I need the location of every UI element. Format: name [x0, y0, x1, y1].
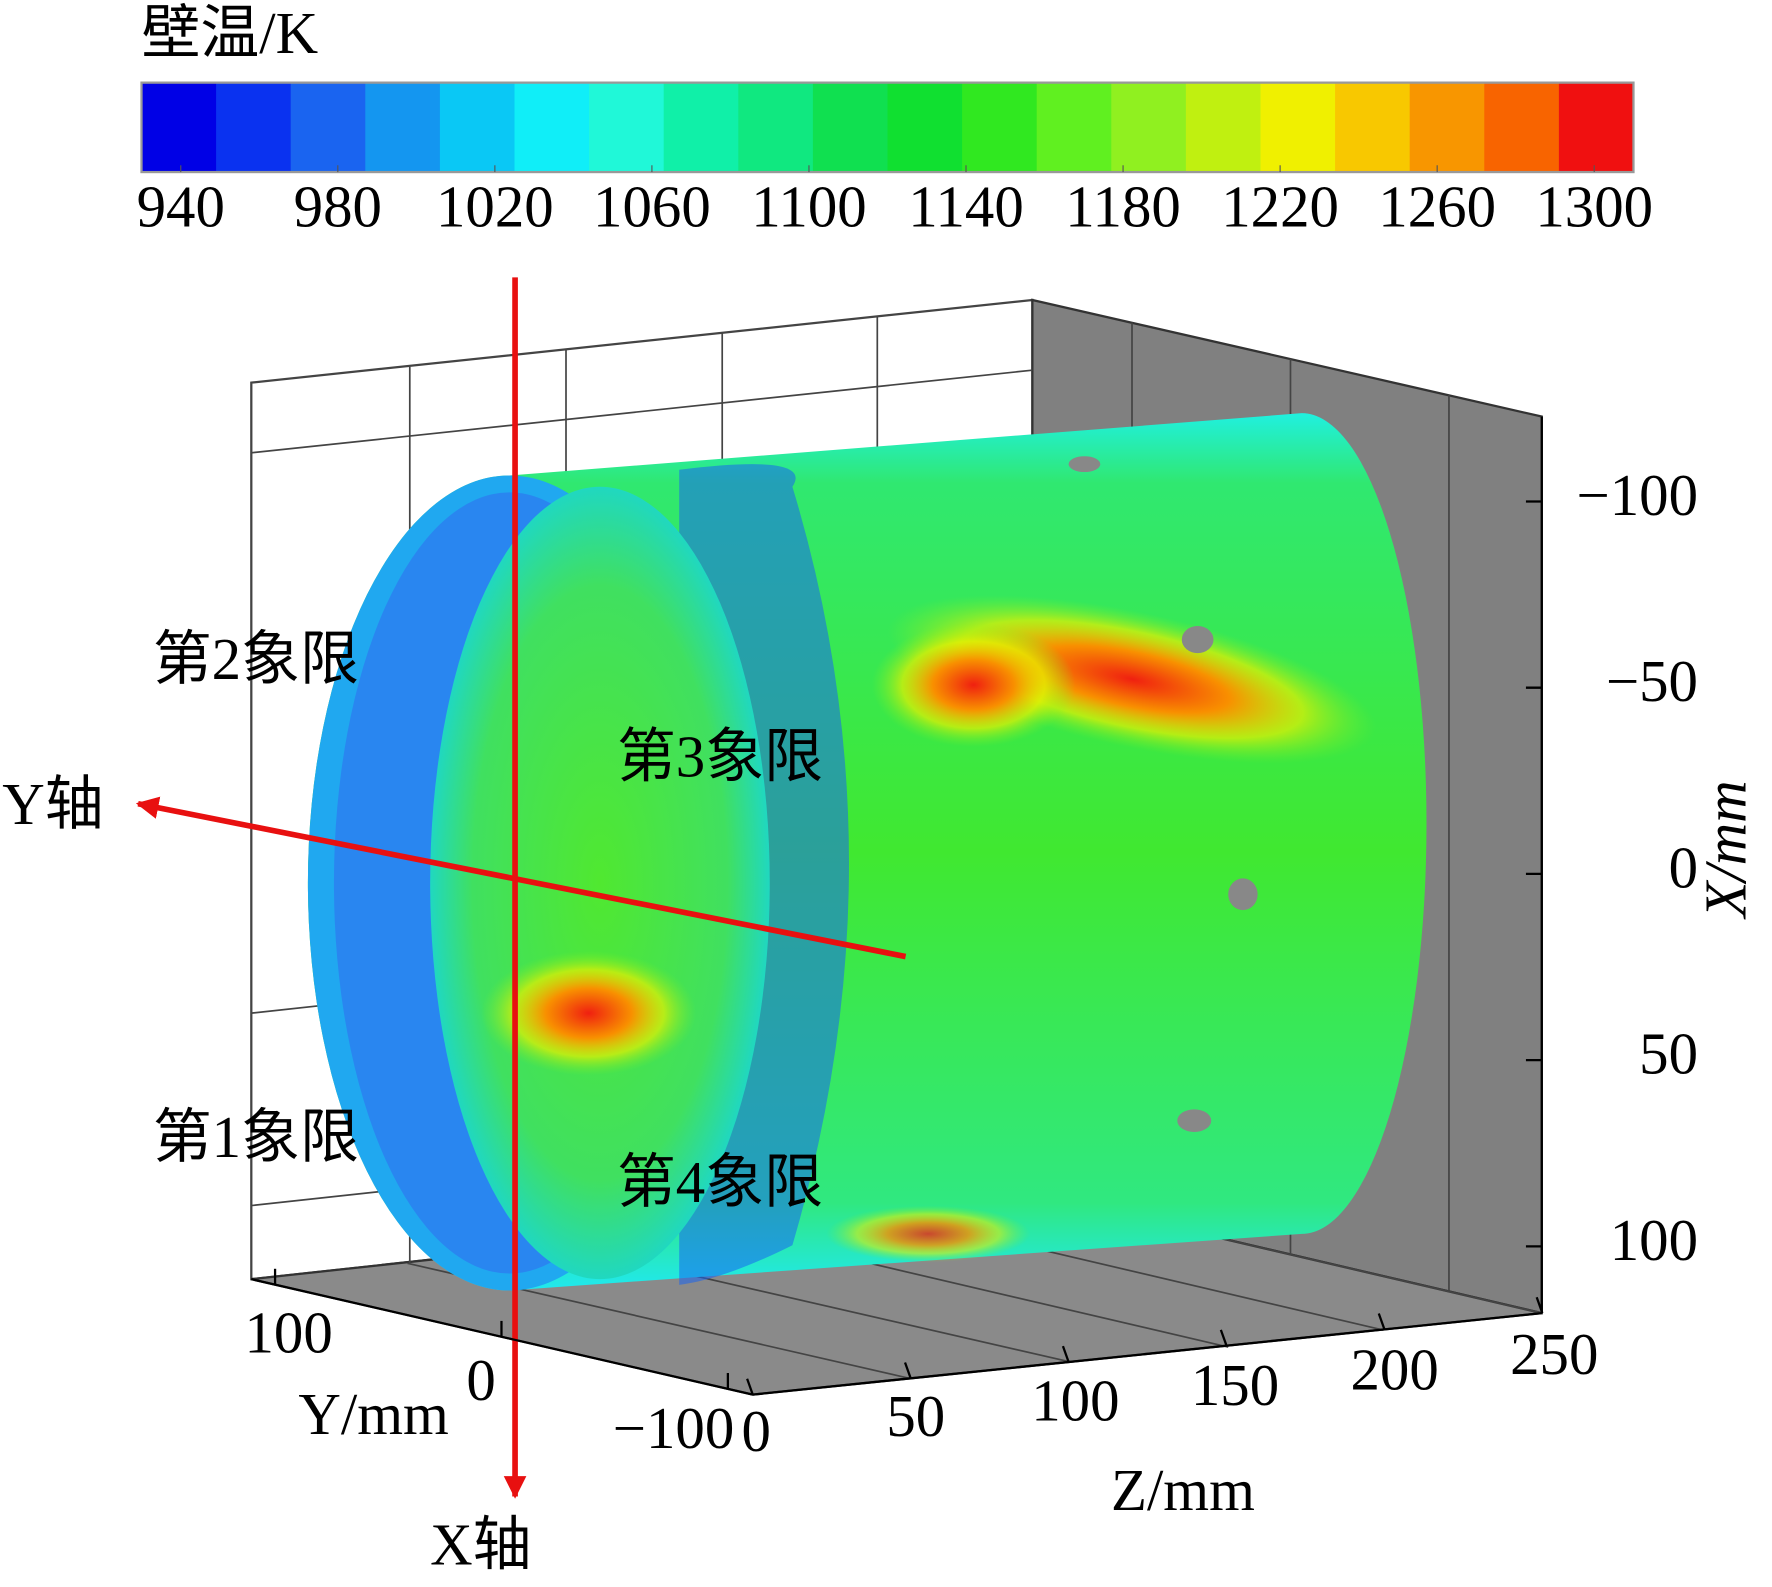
colorbar-level: [1335, 82, 1411, 173]
z-tick-label: 100: [1031, 1368, 1119, 1433]
z-tick: [1377, 1313, 1386, 1330]
z-tick: [1061, 1345, 1070, 1363]
x-tick-label: −50: [1606, 649, 1698, 714]
colorbar-tick-label: 980: [294, 174, 382, 239]
colorbar-level: [439, 82, 516, 173]
colorbar-tick-label: 1180: [1065, 174, 1181, 239]
colorbar-level: [1409, 82, 1485, 173]
annotation: X轴: [430, 1512, 531, 1577]
z-tick-label: 200: [1350, 1338, 1438, 1403]
y-direction-arrow: [135, 796, 907, 960]
annotation: 第4象限: [617, 1150, 823, 1215]
colorbar-level: [1111, 82, 1187, 173]
colorbar-tick-label: 1300: [1535, 174, 1653, 239]
colorbar-level: [962, 82, 1038, 173]
z-tick: [903, 1362, 912, 1379]
colorbar-level: [216, 82, 292, 173]
colorbar-level: [365, 82, 441, 173]
y-axis-line: [251, 1278, 754, 1396]
z-axis-line: [752, 1311, 1542, 1396]
y-tick-label: −100: [613, 1396, 734, 1461]
annotation: Y轴: [2, 772, 103, 837]
colorbar-level: [589, 82, 665, 173]
colorbar-level: [1484, 82, 1560, 173]
z-tick: [1535, 1296, 1544, 1314]
colorbar-level: [1036, 82, 1112, 173]
x-tick-label: 100: [1610, 1208, 1698, 1273]
y-axis-title: Y/mm: [298, 1382, 448, 1447]
z-tick-label: 150: [1191, 1353, 1279, 1418]
x-axis-title: X/mm: [1693, 780, 1758, 919]
colorbar-level: [514, 82, 590, 173]
colorbar-level: [663, 82, 739, 173]
colorbar-level: [290, 82, 366, 173]
colorbar-level: [1558, 82, 1635, 173]
y-tick-label: 100: [245, 1301, 333, 1366]
x-tick-label: 0: [1669, 835, 1698, 900]
z-tick-label: 250: [1510, 1322, 1598, 1387]
colorbar-level: [1185, 82, 1262, 173]
colorbar-title: 壁温/K: [142, 1, 319, 66]
z-tick-label: 0: [741, 1399, 770, 1464]
colorbar-tick-label: 1220: [1221, 174, 1339, 239]
colorbar-tick-label: 1140: [908, 174, 1024, 239]
y-tick-label: 0: [466, 1348, 495, 1413]
colorbar-tick-label: 1100: [751, 174, 867, 239]
colorbar-frame: [140, 81, 1635, 174]
colorbar-level: [738, 82, 814, 173]
annotation: 第1象限: [153, 1105, 359, 1170]
annotation: 第2象限: [153, 627, 359, 692]
x-tick-label: −100: [1577, 463, 1698, 528]
x-tick-label: 50: [1639, 1022, 1698, 1087]
cylinder: [307, 413, 1427, 1291]
colorbar-tick-label: 940: [137, 174, 225, 239]
colorbar-tick-label: 1020: [436, 174, 554, 239]
z-axis-title: Z/mm: [1111, 1458, 1255, 1523]
colorbar-level: [1260, 82, 1336, 173]
colorbar-level: [141, 82, 217, 173]
z-tick: [1219, 1329, 1228, 1347]
z-tick: [746, 1378, 754, 1396]
colorbar-level: [812, 82, 889, 173]
colorbar-tick-label: 1260: [1378, 174, 1496, 239]
z-tick-label: 50: [886, 1384, 945, 1449]
colorbar-level: [887, 82, 963, 173]
annotation: 第3象限: [617, 724, 823, 789]
colorbar-tick-label: 1060: [593, 174, 711, 239]
